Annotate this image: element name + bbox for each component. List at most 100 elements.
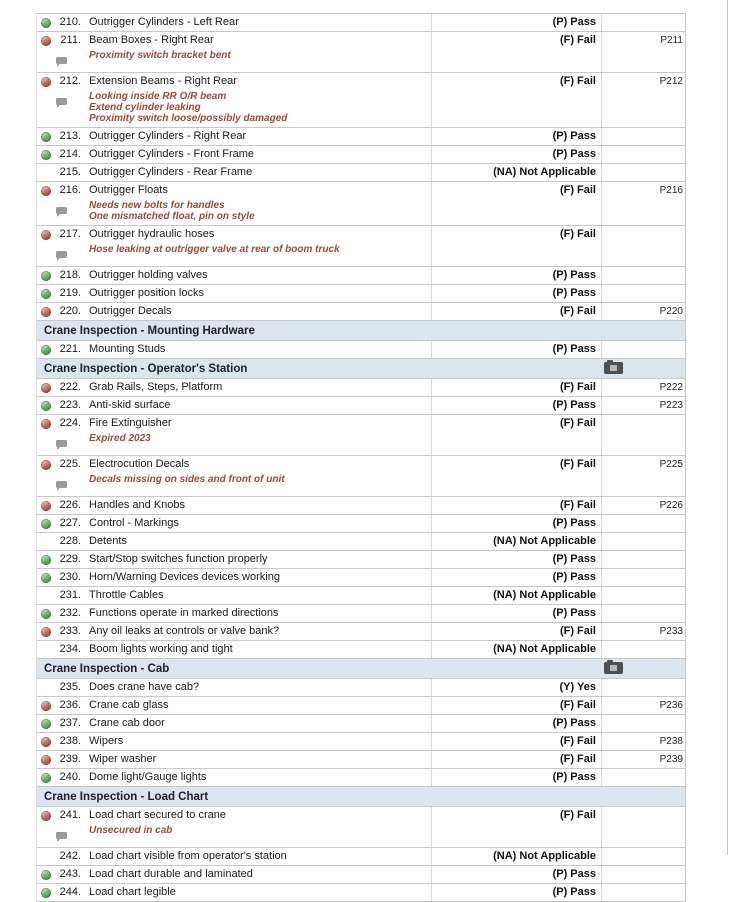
comment-line: Proximity switch bracket bent <box>89 50 231 61</box>
item-result: (F) Fail <box>559 184 596 196</box>
item-main-cell: 211. Beam Boxes - Right Rear <box>37 32 430 49</box>
item-main-cell: 235. Does crane have cab? <box>37 679 430 696</box>
inspection-item-row: 229. Start/Stop switches function properl… <box>37 551 685 569</box>
inspection-item-row: 243. Load chart durable and laminated (P) … <box>37 866 685 884</box>
item-photo-ref <box>600 722 685 726</box>
item-description: Electrocution Decals <box>89 458 190 470</box>
item-comment-row: Expired 2023 <box>37 432 685 456</box>
fail-status-icon <box>41 382 51 393</box>
item-description: Mounting Studs <box>89 343 166 355</box>
item-main-cell: 243. Load chart durable and laminated <box>37 866 430 883</box>
item-number: 235. <box>59 681 81 693</box>
item-number: 215. <box>59 166 81 178</box>
item-description: Outrigger Decals <box>89 305 172 317</box>
item-result: (NA) Not Applicable <box>493 643 596 655</box>
item-number: 217. <box>59 228 81 240</box>
item-comment-row: Needs new bolts for handles One mismatche… <box>37 199 685 226</box>
item-description: Outrigger hydraulic hoses <box>89 228 215 240</box>
fail-status-icon <box>41 229 51 240</box>
item-description: Boom lights working and tight <box>89 643 233 655</box>
item-description: Does crane have cab? <box>89 681 200 693</box>
item-main-cell: 219. Outrigger position locks <box>37 285 430 302</box>
comment-icon-cell <box>37 49 89 69</box>
item-description: Crane cab glass <box>89 699 169 711</box>
item-description: Outrigger holding valves <box>89 269 208 281</box>
fail-status-icon <box>41 185 51 196</box>
item-result: (P) Pass <box>552 717 596 729</box>
inspection-item-row: 244. Load chart legible (P) Pass <box>37 884 685 902</box>
item-photo-ref <box>600 233 685 237</box>
item-result: (P) Pass <box>552 130 596 142</box>
item-result: (F) Fail <box>559 458 596 470</box>
fail-status-icon <box>41 810 51 821</box>
item-photo-ref <box>600 274 685 278</box>
inspection-item-row: 230. Horn/Warning Devices devices working… <box>37 569 685 587</box>
pass-status-icon <box>41 288 51 299</box>
item-photo-ref <box>600 135 685 139</box>
item-main-cell: 241. Load chart secured to crane <box>37 807 430 824</box>
item-comment-row: Decals missing on sides and front of uni… <box>37 473 685 497</box>
comment-bubble-icon <box>56 98 67 108</box>
item-number: 239. <box>59 753 81 765</box>
item-number: 218. <box>59 269 81 281</box>
item-main-cell: 210. Outrigger Cylinders - Left Rear <box>37 14 430 31</box>
item-main-cell: 222. Grab Rails, Steps, Platform <box>37 379 430 396</box>
item-main-cell: 213. Outrigger Cylinders - Right Rear <box>37 128 430 145</box>
item-number: 228. <box>59 535 81 547</box>
item-comment-row: Unsecured in cab <box>37 824 685 848</box>
item-result: (F) Fail <box>559 699 596 711</box>
item-photo-ref <box>600 612 685 616</box>
item-result: (P) Pass <box>552 607 596 619</box>
item-comment-row: Looking inside RR O/R beam Extend cylinde… <box>37 90 685 128</box>
comment-text: Decals missing on sides and front of uni… <box>89 473 285 493</box>
inspection-item-row: 220. Outrigger Decals (F) Fail P220 <box>37 303 685 321</box>
item-photo-ref <box>600 576 685 580</box>
fail-status-icon <box>41 76 51 87</box>
item-main-cell: 231. Throttle Cables <box>37 587 430 604</box>
item-result: (F) Fail <box>559 753 596 765</box>
inspection-item-row: 215. Outrigger Cylinders - Rear Frame (NA)… <box>37 164 685 182</box>
item-main-cell: 237. Crane cab door <box>37 715 430 732</box>
item-main-cell: 234. Boom lights working and tight <box>37 641 430 658</box>
item-description: Detents <box>89 535 127 547</box>
item-main-cell: 233. Any oil leaks at controls or valve b… <box>37 623 430 640</box>
comment-line: Decals missing on sides and front of uni… <box>89 474 285 485</box>
item-photo-ref <box>600 594 685 598</box>
item-main-cell: 218. Outrigger holding valves <box>37 267 430 284</box>
page-edge-line <box>727 0 728 855</box>
item-description: Any oil leaks at controls or valve bank? <box>89 625 280 637</box>
item-result: (P) Pass <box>552 868 596 880</box>
item-number: 227. <box>59 517 81 529</box>
item-number: 238. <box>59 735 81 747</box>
item-description: Outrigger Floats <box>89 184 168 196</box>
item-description: Handles and Knobs <box>89 499 186 511</box>
section-title: Crane Inspection - Cab <box>44 663 170 675</box>
item-number: 231. <box>59 589 81 601</box>
comment-bubble-icon <box>56 207 67 217</box>
inspection-item-row: 232. Functions operate in marked directio… <box>37 605 685 623</box>
pass-status-icon <box>41 608 51 619</box>
item-description: Dome light/Gauge lights <box>89 771 207 783</box>
inspection-item-row: 226. Handles and Knobs (F) Fail P226 <box>37 497 685 515</box>
item-result: (P) Pass <box>552 16 596 28</box>
comment-text: Unsecured in cab <box>89 824 172 844</box>
pass-status-icon <box>41 772 51 783</box>
item-result: (NA) Not Applicable <box>493 535 596 547</box>
item-number: 234. <box>59 643 81 655</box>
item-photo-ref <box>600 171 685 175</box>
fail-status-icon <box>41 306 51 317</box>
item-description: Throttle Cables <box>89 589 164 601</box>
inspection-item-row: 211. Beam Boxes - Right Rear (F) Fail P211 <box>37 32 685 49</box>
item-result: (F) Fail <box>559 735 596 747</box>
item-result: (P) Pass <box>552 771 596 783</box>
item-number: 232. <box>59 607 81 619</box>
pass-status-icon <box>41 718 51 729</box>
item-result: (P) Pass <box>552 886 596 898</box>
inspection-item-row: 223. Anti-skid surface (P) Pass P223 <box>37 397 685 415</box>
item-photo-ref <box>600 873 685 877</box>
item-result: (F) Fail <box>559 381 596 393</box>
comment-bubble-icon <box>56 481 67 491</box>
item-main-cell: 227. Control - Markings <box>37 515 430 532</box>
item-result: (F) Fail <box>559 34 596 46</box>
item-description: Wiper washer <box>89 753 157 765</box>
